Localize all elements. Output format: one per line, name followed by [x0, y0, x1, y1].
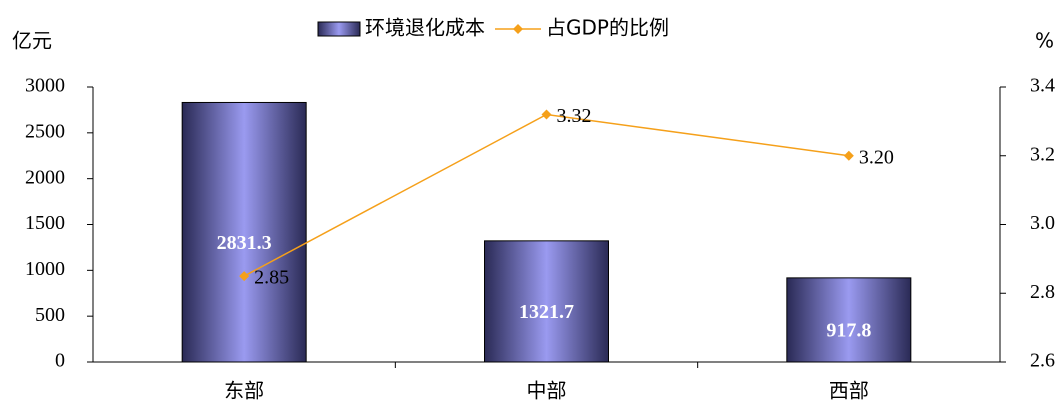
line-value-label: 3.32	[557, 105, 592, 127]
y-tick-label: 1500	[25, 212, 65, 234]
legend-label: 占GDP的比例	[546, 16, 669, 40]
line-marker	[541, 109, 552, 120]
y-axis-label: 亿元	[12, 29, 52, 53]
line-marker	[239, 271, 250, 282]
y2-tick-label: 3.2	[1030, 143, 1055, 165]
y-tick-label: 500	[35, 304, 65, 326]
y2-tick-label: 3.4	[1030, 75, 1055, 97]
y2-tick-label: 2.8	[1030, 281, 1055, 303]
y-tick-label: 2000	[25, 166, 65, 188]
legend-label: 环境退化成本	[365, 16, 485, 40]
legend-swatch	[317, 21, 361, 37]
y-tick-label: 3000	[25, 75, 65, 97]
line-marker	[843, 150, 854, 161]
x-tick-label: 东部	[224, 379, 264, 403]
y-tick-label: 0	[55, 350, 65, 372]
legend-marker	[513, 24, 523, 34]
bar	[484, 240, 609, 363]
x-tick-label: 中部	[527, 379, 567, 403]
line-value-label: 2.85	[254, 267, 289, 289]
y-tick-label: 2500	[25, 120, 65, 142]
y2-axis-label: %	[1035, 29, 1054, 53]
y2-tick-label: 3.0	[1030, 212, 1055, 234]
bar-value-label: 2831.3	[217, 232, 272, 254]
x-tick-label: 西部	[829, 379, 869, 403]
bar-value-label: 917.8	[826, 320, 871, 342]
y2-tick-label: 2.6	[1030, 350, 1055, 372]
bar	[181, 101, 307, 363]
bar-value-label: 1321.7	[519, 301, 574, 323]
y-tick-label: 1000	[25, 258, 65, 280]
line-value-label: 3.20	[859, 146, 894, 168]
bar	[786, 277, 912, 363]
